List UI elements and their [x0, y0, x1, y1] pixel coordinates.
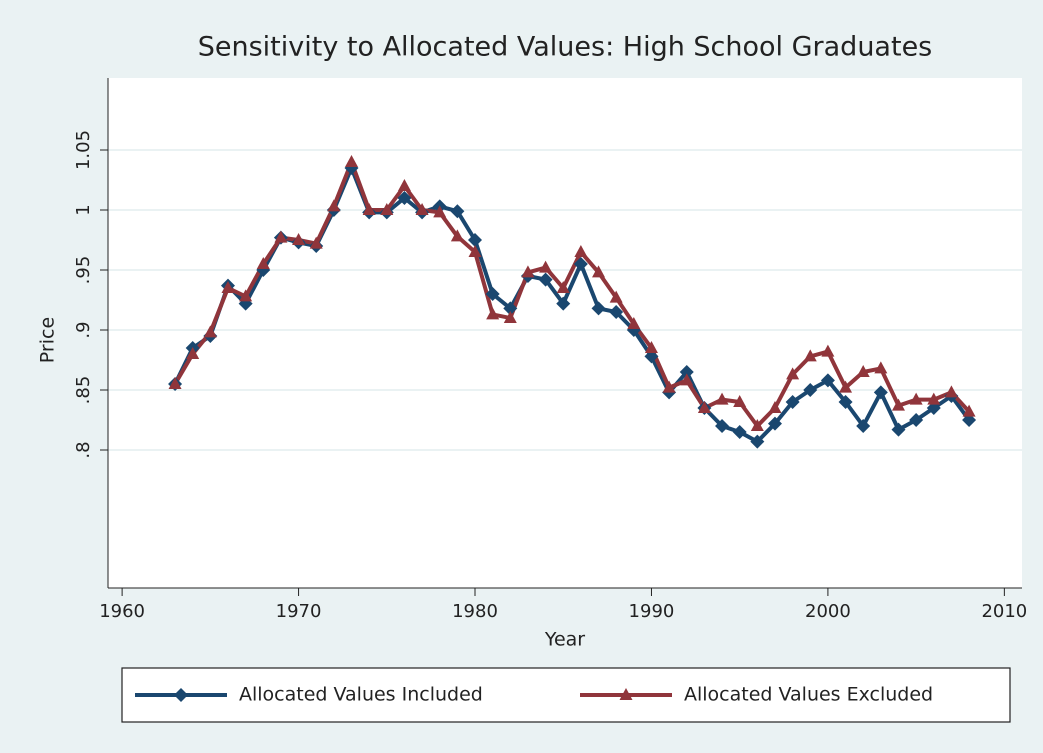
x-tick-label: 2000	[805, 601, 851, 622]
x-tick-label: 1980	[452, 601, 498, 622]
series-line	[173, 166, 971, 444]
legend-label: Allocated Values Included	[239, 684, 483, 706]
y-axis-title: Price	[37, 317, 59, 363]
marker	[803, 349, 817, 362]
series-line	[173, 160, 971, 428]
marker	[203, 325, 217, 338]
marker	[820, 373, 835, 388]
marker	[909, 392, 923, 405]
marker	[556, 281, 570, 293]
marker	[715, 419, 730, 433]
y-tick-label: .8	[73, 441, 94, 458]
marker	[750, 419, 764, 431]
marker	[503, 301, 518, 316]
marker	[609, 290, 623, 303]
marker	[415, 203, 429, 215]
chart-title: Sensitivity to Allocated Values: High Sc…	[198, 32, 933, 63]
marker	[556, 296, 571, 311]
marker	[309, 236, 323, 249]
marker	[873, 385, 888, 400]
legend-box	[121, 667, 1011, 723]
marker	[592, 265, 606, 278]
marker	[239, 289, 253, 302]
marker	[397, 191, 412, 205]
marker	[891, 398, 905, 411]
marker	[186, 347, 200, 359]
marker	[785, 395, 800, 409]
marker	[468, 245, 482, 257]
legend-label: Allocated Values Excluded	[684, 684, 933, 706]
marker	[574, 245, 588, 257]
marker	[662, 380, 676, 393]
marker	[486, 307, 500, 320]
marker	[485, 287, 500, 301]
marker	[380, 203, 394, 215]
marker	[856, 419, 871, 433]
marker	[891, 422, 906, 437]
marker	[786, 367, 800, 380]
x-tick-label: 2010	[981, 601, 1027, 622]
marker	[874, 361, 888, 374]
marker	[838, 395, 853, 409]
marker	[450, 229, 464, 242]
marker	[539, 260, 553, 273]
marker	[821, 344, 835, 357]
marker	[609, 305, 624, 319]
y-tick-label: 1	[73, 204, 94, 215]
marker	[644, 341, 658, 353]
x-tick-label: 1970	[276, 601, 322, 622]
marker	[168, 377, 182, 389]
marker	[433, 205, 447, 218]
marker	[468, 233, 483, 247]
y-tick-label: .9	[73, 321, 94, 338]
marker	[327, 199, 341, 212]
marker	[344, 155, 358, 167]
marker	[927, 392, 941, 405]
plot-area	[108, 78, 1022, 588]
marker	[962, 404, 976, 417]
marker	[256, 257, 270, 269]
marker	[909, 413, 924, 427]
marker	[944, 385, 958, 398]
marker	[450, 204, 465, 219]
marker	[292, 233, 306, 245]
marker	[715, 392, 729, 405]
marker	[733, 395, 747, 407]
marker	[538, 272, 553, 287]
marker	[627, 317, 641, 329]
marker	[697, 401, 711, 413]
marker	[839, 380, 853, 393]
marker	[768, 401, 782, 413]
y-tick-label: .85	[73, 376, 94, 405]
y-tick-label: .95	[73, 256, 94, 285]
marker	[680, 373, 694, 386]
marker	[750, 434, 765, 449]
marker	[591, 301, 606, 316]
y-tick-label: 1.05	[73, 130, 94, 170]
marker	[767, 416, 782, 431]
marker	[732, 425, 747, 439]
marker	[397, 179, 411, 191]
marker	[174, 688, 188, 702]
marker	[803, 383, 818, 397]
marker	[679, 365, 694, 379]
marker	[521, 265, 535, 278]
marker	[856, 365, 870, 377]
marker	[573, 257, 588, 271]
x-axis-title: Year	[544, 629, 585, 651]
marker	[221, 281, 235, 293]
marker	[362, 203, 376, 215]
x-tick-label: 1960	[99, 601, 145, 622]
marker	[503, 311, 517, 323]
marker	[619, 688, 633, 700]
x-tick-label: 1990	[629, 601, 675, 622]
marker	[274, 230, 288, 243]
